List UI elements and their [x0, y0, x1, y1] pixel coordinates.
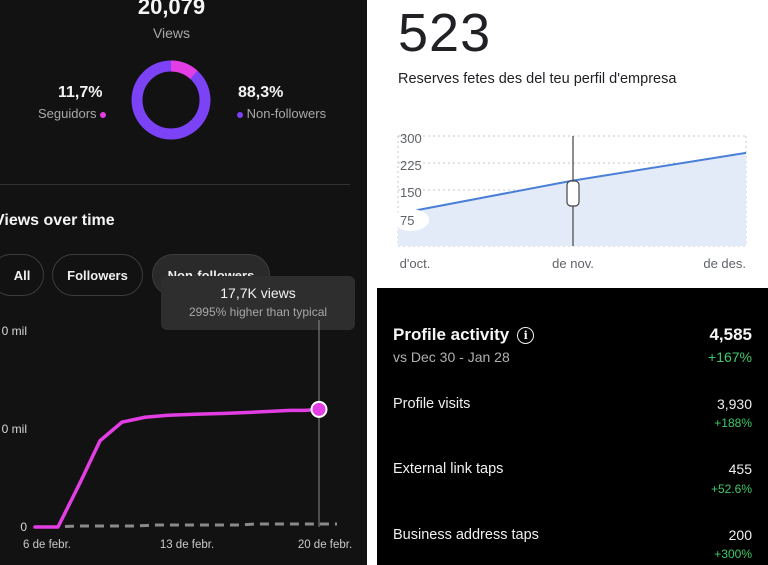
x-tick-label: 6 de febr. [23, 539, 71, 551]
x-tick-label: de des. [703, 256, 746, 271]
reservations-label: Reserves fetes des del teu perfil d'empr… [398, 71, 677, 87]
tooltip-comparison: 2995% higher than typical [188, 305, 328, 319]
x-tick-label: de nov. [552, 256, 594, 271]
non-followers-legend-label: Non-followers [246, 106, 327, 121]
x-tick-label: 20 de febr. [298, 539, 352, 551]
filter-chip-all[interactable]: All [0, 254, 44, 296]
chart-tooltip: 17,7K views 2995% higher than typical [161, 276, 355, 330]
total-views-count: 20,079 [137, 0, 206, 19]
metric-label: Profile visits [393, 396, 471, 412]
profile-activity-card: Profile activity i vs Dec 30 - Jan 28 4,… [377, 288, 768, 565]
y-tick-label: 225 [400, 158, 422, 173]
tooltip-views-value: 17,7K views [220, 285, 296, 301]
followers-legend-dot [100, 111, 107, 118]
views-over-time-chart: 0 0 mil 0 mil 6 de febr. 13 de febr. 20 de fe… [2, 320, 352, 551]
y-tick-label: 300 [400, 131, 422, 146]
non-followers-donut-segment [131, 60, 211, 140]
followers-legend-label: Seguidors [38, 106, 97, 121]
y-tick-label: 75 [400, 213, 414, 228]
metric-change: +300% [714, 547, 752, 561]
followers-percent: 11,7% [58, 84, 103, 101]
filter-chip-all-label: All [13, 267, 31, 283]
non-followers-legend: Non-followers [237, 106, 326, 121]
reservations-card: 523 Reserves fetes des del teu perfil d'… [377, 0, 768, 288]
x-tick-label: 13 de febr. [160, 539, 214, 551]
profile-activity-change: +167% [708, 349, 752, 365]
filter-chip-followers[interactable]: Followers [52, 254, 143, 296]
reservations-chart: 75 150 225 300 d'oct. de nov. de des. [393, 131, 747, 271]
non-followers-percent: 88,3% [238, 84, 284, 101]
x-tick-label: d'oct. [400, 256, 431, 271]
profile-activity-title: Profile activity [393, 325, 510, 344]
metric-change: +52.6% [710, 482, 752, 496]
views-label: Views [152, 25, 191, 41]
non-followers-views-line [33, 407, 321, 529]
followers-donut-segment [131, 60, 211, 140]
selected-point-marker [310, 400, 328, 418]
metric-label: External link taps [393, 461, 504, 477]
metric-change: +188% [714, 416, 752, 430]
y-tick-label: 0 mil [2, 422, 27, 436]
followers-legend: Seguidors [38, 106, 107, 121]
profile-activity-total: 4,585 [709, 325, 752, 344]
info-icon[interactable]: i [517, 326, 535, 344]
section-divider [0, 184, 350, 185]
views-over-time-title: Views over time [0, 212, 115, 229]
metric-value: 455 [728, 461, 752, 477]
profile-activity-heading: Profile activity i [393, 325, 535, 345]
non-followers-legend-dot [237, 111, 243, 118]
y-tick-label-halo [393, 209, 429, 231]
filter-chip-followers-label: Followers [67, 267, 128, 283]
metric-value: 200 [728, 527, 752, 543]
comparison-period: vs Dec 30 - Jan 28 [393, 349, 510, 365]
y-tick-label: 150 [400, 185, 422, 200]
panel-divider [367, 0, 377, 565]
reservations-total: 523 [398, 3, 492, 63]
chart-cursor-handle [566, 180, 580, 207]
metric-value: 3,930 [716, 396, 752, 412]
y-tick-label: 0 mil [2, 324, 27, 338]
y-tick-label: 0 [20, 520, 27, 534]
followers-donut-chart [131, 60, 211, 140]
metric-label: Business address taps [393, 527, 539, 543]
typical-views-line [35, 522, 337, 529]
views-insights-panel: 20,079 Views 11,7% Seguidors 88,3% Non-f… [0, 0, 367, 565]
